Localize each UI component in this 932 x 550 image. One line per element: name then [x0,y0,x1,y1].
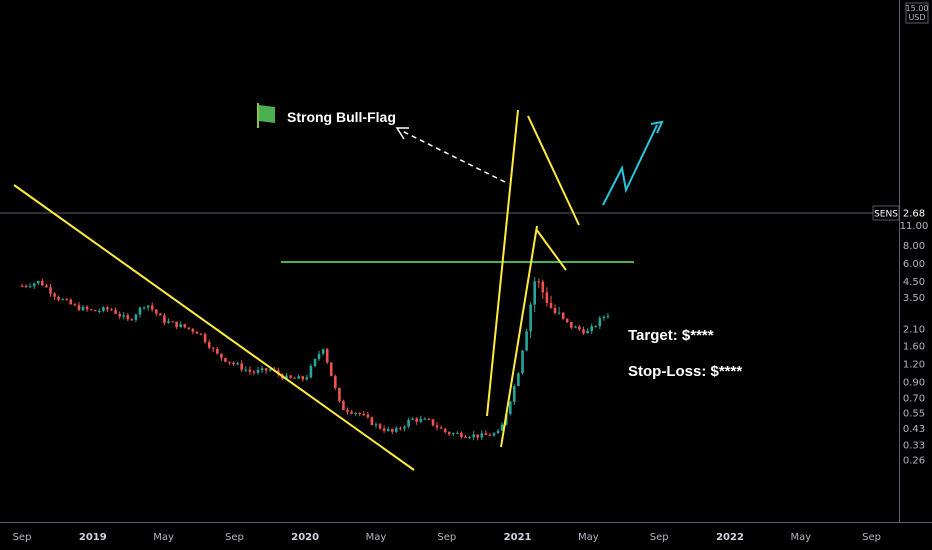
time-tick-label: May [790,532,811,543]
time-tick-label: May [578,532,599,543]
price-tick-label: 1.60 [903,342,925,353]
price-tick-label: 11.00 [900,221,929,232]
candle [371,417,374,426]
time-tick-label: Sep [650,532,669,543]
time-tick-label: 2019 [79,532,107,543]
time-tick-label: 2020 [291,532,319,543]
time-tick-label: 2021 [504,532,532,543]
candle [224,358,227,363]
ticker-label: SENS [874,210,898,220]
candle [330,362,333,376]
last-price-label: SENS 2.68 [873,206,930,220]
time-tick-label: May [366,532,387,543]
price-tick-label: 0.33 [903,440,925,451]
candle [314,358,317,367]
stop-loss-label: Stop-Loss: $**** [628,363,742,380]
price-tick-label: 6.00 [903,259,925,270]
candle [525,329,528,352]
last-price-value: 2.68 [903,209,925,220]
price-tick-label: 2.10 [903,325,925,336]
candle [326,348,329,364]
candle [517,372,520,386]
candle [521,350,524,375]
time-tick-label: Sep [225,532,244,543]
candle [334,375,337,390]
price-tick-label: 3.50 [903,293,925,304]
time-tick-label: Sep [437,532,456,543]
candle [513,384,516,405]
time-tick-label: Sep [862,532,881,543]
top-tick-label: 15.00 [906,4,929,13]
price-tick-label: 0.43 [903,424,925,435]
time-tick-label: May [153,532,174,543]
price-tick-label: 0.55 [903,409,925,420]
candle [310,364,313,379]
price-tick-label: 8.00 [903,241,925,252]
target-label: Target: $**** [628,327,714,344]
candle [509,401,512,416]
bull-flag-label: Strong Bull-Flag [287,109,396,125]
candle [204,333,207,344]
price-tick-label: 0.70 [903,393,925,404]
price-tick-label: 4.50 [903,277,925,288]
candle [338,388,341,403]
price-tick-label: 1.20 [903,360,925,371]
candle [342,400,345,410]
time-tick-label: Sep [13,532,32,543]
price-tick-label: 0.26 [903,455,925,466]
time-tick-label: 2022 [716,532,744,543]
currency-label: 15.00 USD [906,3,929,23]
currency-text: USD [908,13,925,22]
price-tick-label: 0.90 [903,378,925,389]
